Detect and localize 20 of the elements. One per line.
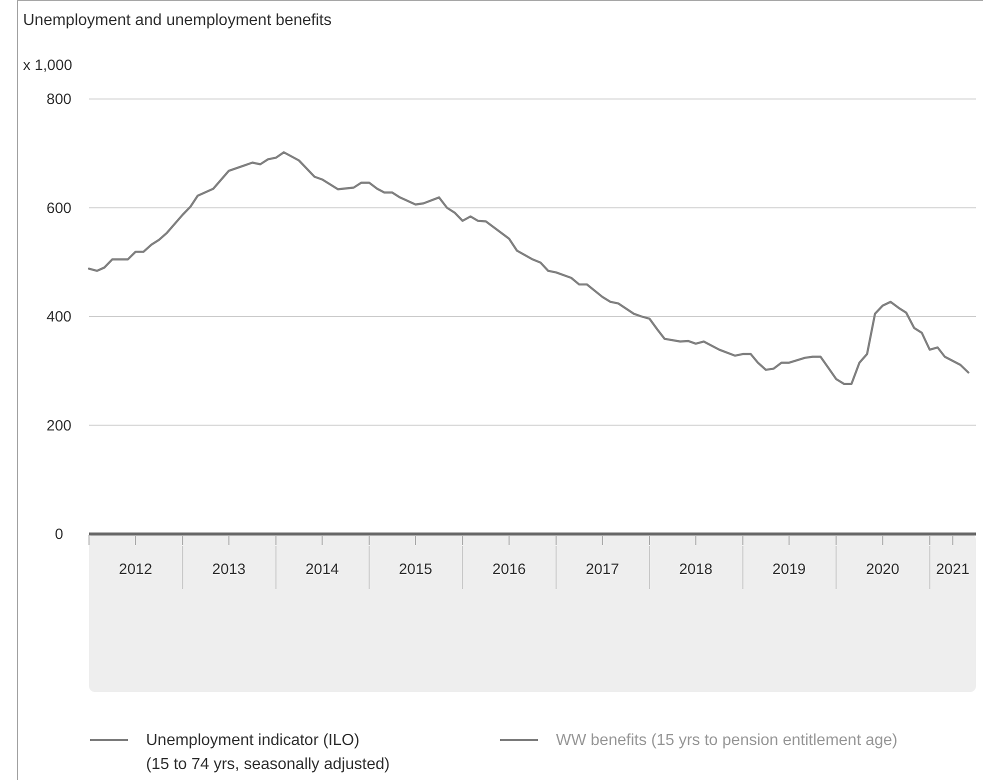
y-tick-label: 600: [46, 200, 72, 217]
x-tick-label: 2017: [586, 561, 620, 578]
x-tick-label: 2013: [212, 561, 246, 578]
x-tick-label: 2020: [866, 561, 900, 578]
y-tick-label: 800: [46, 91, 72, 108]
legend-label: Unemployment indicator (ILO) (15 to 74 yrs, seasonally adjusted): [146, 732, 390, 773]
y-tick-label: 400: [46, 308, 72, 326]
x-tick-label: 2018: [679, 561, 712, 578]
x-tick-label: 2019: [772, 561, 806, 578]
chart-title: Unemployment and unemployment benefits: [23, 12, 332, 29]
legend-label: WW benefits (15 yrs to pension entitlement age): [556, 732, 898, 749]
x-tick-label: 2012: [118, 561, 152, 578]
x-tick-label: 2015: [398, 561, 432, 578]
y-tick-label: 0: [54, 526, 64, 543]
y-axis-title: x 1,000: [23, 57, 72, 74]
y-tick-label: 200: [46, 417, 72, 434]
x-tick-label: 2016: [492, 561, 526, 578]
line-series: [88, 151, 970, 386]
x-tick-label: 2014: [306, 561, 339, 578]
x-tick-label: 2021: [936, 561, 970, 578]
